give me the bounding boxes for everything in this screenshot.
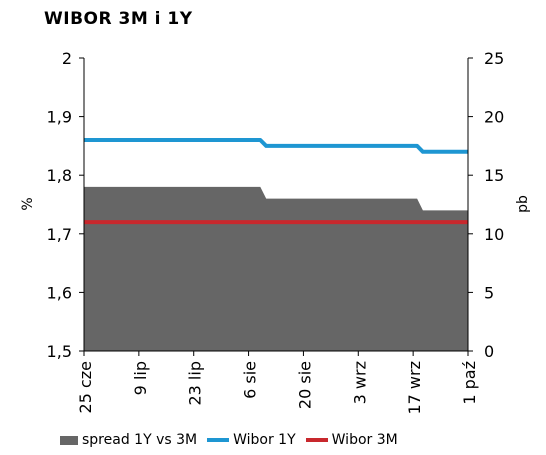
series-lines-layer — [84, 138, 468, 225]
legend-item: Wibor 1Y — [207, 432, 296, 448]
y-right-tick-label: 20 — [484, 108, 504, 127]
x-tick-label: 23 lip — [186, 361, 205, 406]
y-left-tick-label: 1,6 — [47, 283, 72, 302]
spread-area-layer — [84, 186, 468, 351]
y-left-tick-label: 1,9 — [47, 108, 72, 127]
legend: spread 1Y vs 3M Wibor 1Y Wibor 3M — [60, 430, 408, 450]
x-tick-label: 6 sie — [241, 361, 260, 399]
y-left-tick-label: 1,8 — [47, 166, 72, 185]
y-right-tick-label: 5 — [484, 283, 494, 302]
y-axis-right-title: pb — [515, 195, 531, 213]
series-area-spread — [84, 186, 468, 351]
series-line-wibor-1y — [84, 138, 468, 154]
y-right-tick-label: 10 — [484, 225, 504, 244]
y-axis-left-title: % — [20, 197, 36, 210]
legend-label: spread 1Y vs 3M — [82, 432, 198, 448]
y-right-tick-label: 15 — [484, 166, 504, 185]
y-right-tick-label: 25 — [484, 49, 504, 68]
legend-item: spread 1Y vs 3M — [60, 432, 197, 448]
x-tick-label: 17 wrz — [405, 361, 424, 415]
legend-swatch — [207, 438, 230, 442]
x-tick-label: 9 lip — [131, 361, 150, 395]
y-left-tick-label: 1,5 — [47, 342, 72, 361]
legend-label: Wibor 1Y — [233, 432, 296, 448]
legend-swatch — [60, 435, 78, 445]
x-tick-label: 1 paź — [460, 361, 479, 405]
y-right-tick-label: 0 — [484, 342, 494, 361]
y-left-tick-label: 1,7 — [47, 225, 72, 244]
legend-swatch — [305, 438, 328, 442]
x-tick-label: 3 wrz — [350, 361, 369, 404]
y-left-tick-label: 2 — [62, 49, 72, 68]
axes-layer — [79, 57, 473, 356]
chart-title: WIBOR 3M i 1Y — [44, 9, 193, 29]
legend-label: Wibor 3M — [331, 432, 398, 448]
x-tick-label: 25 cze — [76, 361, 95, 413]
legend-item: Wibor 3M — [305, 432, 398, 448]
x-tick-label: 20 sie — [295, 361, 314, 409]
